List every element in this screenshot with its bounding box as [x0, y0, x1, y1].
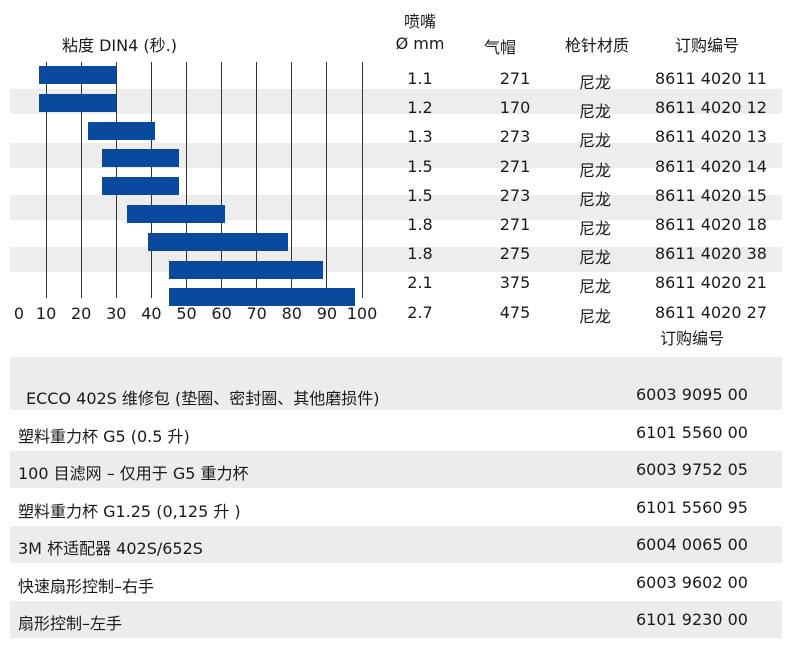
material-value: 尼龙 — [578, 219, 611, 238]
gridline — [326, 62, 328, 298]
nozzle-value: 1.1 — [407, 69, 433, 88]
material-value: 尼龙 — [578, 277, 611, 297]
aircap-value: 375 — [499, 273, 531, 293]
x-tick-label: 10 — [35, 304, 57, 323]
aircap-value: 170 — [499, 98, 531, 118]
x-tick-label: 90 — [316, 304, 338, 323]
range-bar — [88, 121, 155, 140]
gridline — [291, 62, 293, 298]
accessory-label: 快速扇形控制–右手 — [18, 576, 155, 596]
material-value: 尼龙 — [578, 189, 611, 209]
x-tick-label: 0 — [13, 304, 25, 323]
accessory-order-code: 6003 9095 00 — [636, 385, 748, 404]
order-number-value: 8611 4020 27 — [655, 302, 767, 322]
material-value: 尼龙 — [578, 73, 611, 92]
chart-title: 粘度 DIN4 (秒.) — [62, 36, 177, 55]
range-bar — [147, 232, 289, 251]
accessory-order-code: 6101 5560 00 — [636, 422, 748, 442]
accessory-label: 3M 杯适配器 402S/652S — [18, 539, 203, 558]
range-bar — [39, 66, 117, 84]
accessory-row-band — [10, 451, 782, 488]
header-order: 订购编号 — [675, 36, 740, 55]
x-tick-label: 70 — [246, 304, 267, 323]
nozzle-value: 1.8 — [407, 244, 433, 264]
aircap-value: 271 — [499, 215, 531, 234]
material-value: 尼龙 — [578, 102, 611, 122]
x-tick-label: 40 — [141, 304, 162, 323]
row-stripe — [10, 247, 782, 272]
range-bar — [168, 288, 355, 307]
x-tick-label: 100 — [346, 304, 378, 323]
nozzle-value: 1.8 — [407, 215, 433, 234]
accessories-header-band — [10, 357, 782, 410]
nozzle-value: 1.2 — [407, 98, 433, 118]
accessory-order-code: 6101 5560 95 — [636, 497, 748, 517]
nozzle-value: 2.1 — [407, 273, 433, 293]
range-bar — [102, 177, 180, 196]
range-bar — [102, 149, 180, 168]
x-tick-label: 60 — [211, 304, 232, 323]
gridline — [221, 62, 223, 298]
aircap-value: 273 — [499, 185, 531, 205]
order-number-value: 8611 4020 15 — [655, 185, 767, 205]
nozzle-value: 1.3 — [407, 127, 433, 147]
accessory-label: ECCO 402S 维修包 (垫圈、密封圈、其他磨损件) — [26, 389, 380, 408]
nozzle-value: 2.7 — [407, 302, 433, 322]
order-number-value: 8611 4020 11 — [655, 69, 767, 88]
material-value: 尼龙 — [578, 306, 611, 326]
aircap-value: 271 — [499, 156, 531, 176]
accessory-label: 100 目滤网 – 仅用于 G5 重力杯 — [18, 464, 249, 483]
x-tick-label: 80 — [281, 304, 302, 323]
range-bar — [168, 260, 324, 279]
order-number-value: 8611 4020 12 — [655, 98, 767, 118]
material-value: 尼龙 — [578, 160, 611, 180]
header-nozzle-line2: Ø mm — [395, 34, 445, 53]
accessory-order-code: 6003 9602 00 — [636, 572, 748, 592]
material-value: 尼龙 — [578, 248, 611, 268]
order-number-value: 8611 4020 18 — [655, 215, 767, 234]
gridline — [80, 62, 82, 298]
accessory-row-band — [10, 601, 782, 638]
order-number-label-below: 订购编号 — [660, 329, 725, 348]
accessory-order-code: 6003 9752 05 — [636, 460, 748, 479]
accessory-label: 塑料重力杯 G5 (0.5 升) — [18, 426, 190, 446]
range-bar — [39, 93, 117, 112]
nozzle-value: 1.5 — [407, 185, 433, 205]
gridline — [361, 62, 363, 298]
order-number-value: 8611 4020 13 — [655, 127, 767, 147]
accessory-row-band — [10, 526, 782, 563]
order-number-value: 8611 4020 14 — [655, 156, 767, 176]
order-number-value: 8611 4020 21 — [655, 273, 767, 293]
accessory-order-code: 6101 9230 00 — [636, 610, 748, 629]
range-bar — [126, 205, 226, 223]
gridline — [45, 62, 47, 298]
gridline — [186, 62, 187, 298]
accessory-order-code: 6004 0065 00 — [636, 535, 748, 554]
gridline — [256, 62, 258, 298]
aircap-value: 475 — [499, 302, 531, 322]
material-value: 尼龙 — [578, 131, 611, 151]
accessory-label: 塑料重力杯 G1.25 (0,125 升 ) — [18, 501, 241, 521]
accessory-label: 扇形控制–左手 — [18, 614, 123, 633]
x-tick-label: 20 — [71, 304, 92, 323]
x-tick-label: 50 — [176, 304, 197, 323]
nozzle-value: 1.5 — [407, 156, 433, 176]
x-tick-label: 30 — [106, 304, 127, 323]
aircap-value: 273 — [499, 127, 531, 147]
header-nozzle-line1: 喷嘴 — [403, 12, 436, 31]
header-material: 枪针材质 — [565, 36, 630, 55]
aircap-value: 271 — [499, 69, 531, 88]
header-aircap: 气帽 — [483, 38, 516, 57]
row-stripe — [10, 89, 782, 114]
order-number-value: 8611 4020 38 — [655, 244, 767, 264]
aircap-value: 275 — [499, 244, 531, 264]
